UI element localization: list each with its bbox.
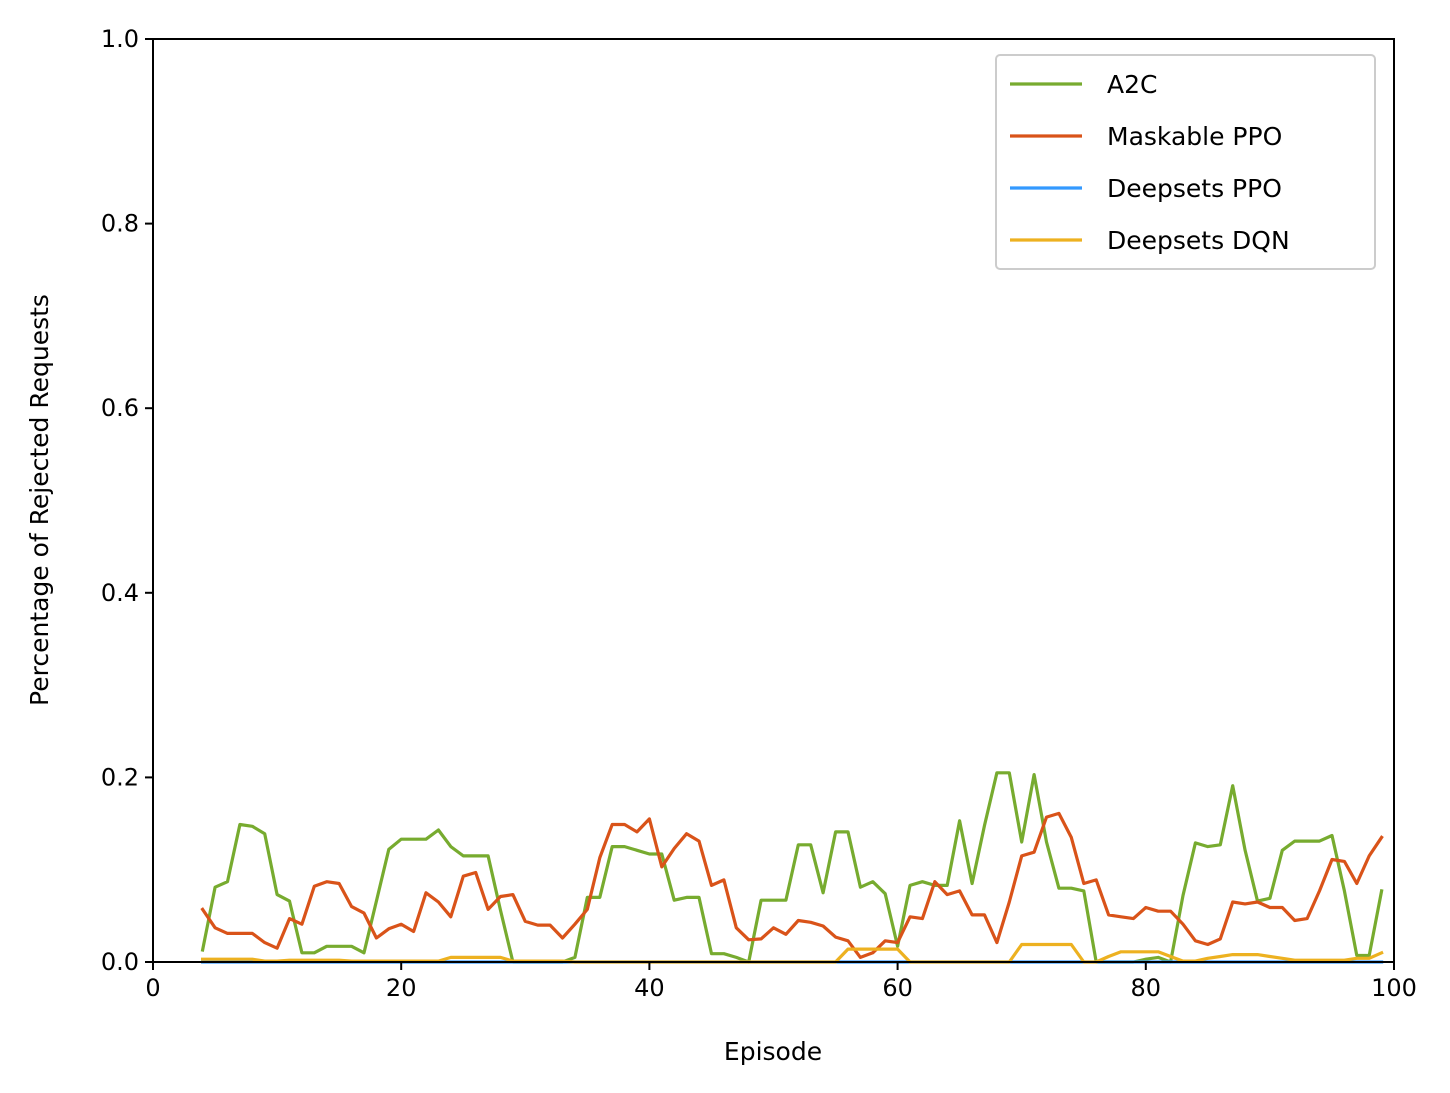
y-axis: 0.0 0.2 0.4 0.6 0.8 1.0	[101, 25, 153, 976]
y-tick-label: 0.4	[101, 579, 139, 607]
y-axis-label: Percentage of Rejected Requests	[25, 294, 54, 706]
plot-frame	[152, 38, 1395, 963]
y-tick-label: 0.8	[101, 210, 139, 238]
legend-frame	[995, 54, 1376, 270]
x-tick-label: 60	[882, 974, 913, 1002]
x-axis: 0 20 40 60 80 100	[145, 962, 1417, 1002]
legend: A2C Maskable PPO Deepsets PPO Deepsets DQN	[995, 54, 1376, 270]
series-line-a2c	[200, 771, 1384, 964]
y-tick-label: 0.6	[101, 394, 139, 422]
series-line-maskable-ppo	[200, 811, 1384, 959]
legend-label-deepsets-ppo: Deepsets PPO	[1107, 174, 1282, 203]
x-tick-label: 100	[1371, 974, 1417, 1002]
x-tick-label: 40	[634, 974, 665, 1002]
legend-label-maskable-ppo: Maskable PPO	[1107, 122, 1282, 151]
y-tick-label: 0.2	[101, 763, 139, 791]
x-tick-label: 80	[1131, 974, 1162, 1002]
legend-label-deepsets-dqn: Deepsets DQN	[1107, 226, 1290, 255]
y-tick-label: 0.0	[101, 948, 139, 976]
legend-label-a2c: A2C	[1107, 70, 1157, 99]
y-tick-label: 1.0	[101, 25, 139, 53]
x-tick-label: 0	[145, 974, 160, 1002]
x-tick-label: 20	[386, 974, 417, 1002]
x-axis-label: Episode	[724, 1037, 822, 1066]
